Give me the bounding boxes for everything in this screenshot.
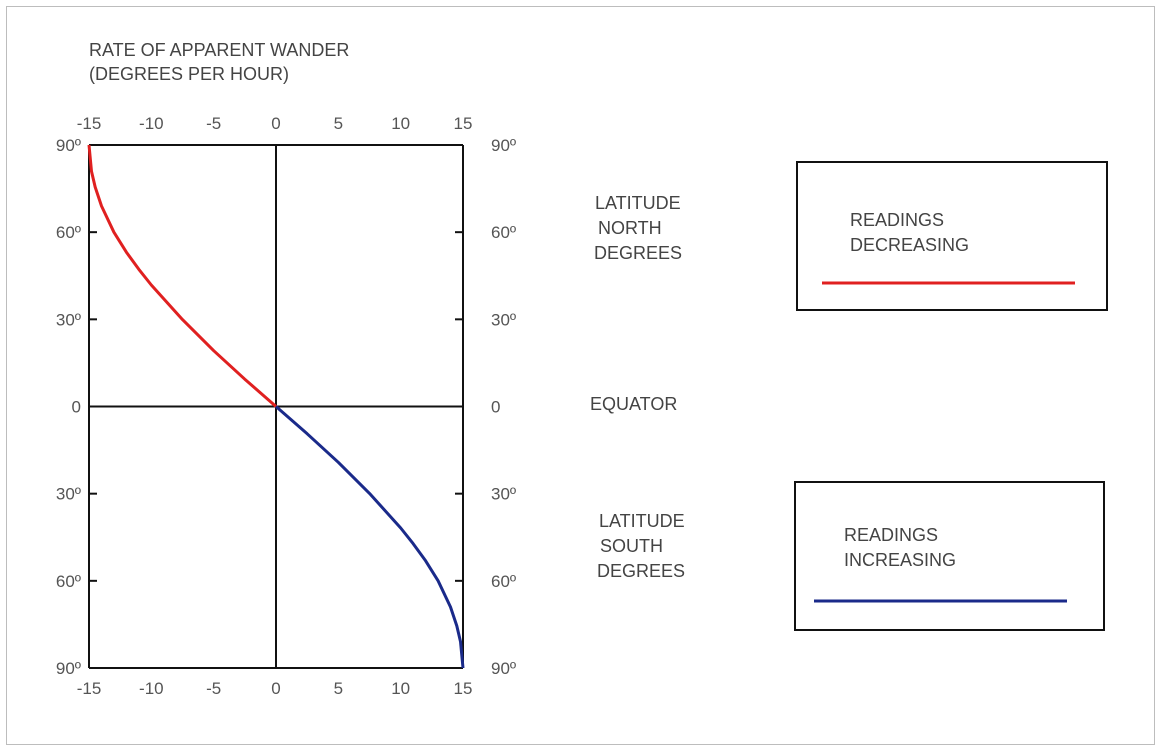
x-tick-label-top: 0 <box>271 114 280 133</box>
y-tick-label-left: 60º <box>56 572 81 591</box>
x-tick-label-bottom: 0 <box>271 679 280 698</box>
legend-label-increasing-line-2: INCREASING <box>844 550 956 570</box>
x-tick-label-top: 5 <box>334 114 343 133</box>
series-line-increasing <box>275 405 465 669</box>
legend-label-decreasing-line-2: DECREASING <box>850 235 969 255</box>
chart-title-line-1: RATE OF APPARENT WANDER <box>89 40 349 60</box>
x-tick-label-bottom: 5 <box>334 679 343 698</box>
legend-decreasing: READINGS DECREASING <box>796 161 1108 311</box>
series-line-decreasing <box>87 144 277 408</box>
outer-border <box>6 6 1155 745</box>
x-tick-label-bottom: -15 <box>77 679 102 698</box>
legend-box-decreasing <box>796 161 1108 311</box>
series <box>87 144 465 669</box>
y-tick-label-right: 60º <box>491 572 516 591</box>
x-tick-label-bottom: -10 <box>139 679 164 698</box>
y-tick-label-right: 90º <box>491 659 516 678</box>
y-tick-label-left: 0 <box>72 398 81 417</box>
side-labels: LATITUDE NORTH DEGREES EQUATOR LATITUDE … <box>590 193 685 581</box>
y-tick-label-left: 90º <box>56 659 81 678</box>
south-label-line-3: DEGREES <box>597 561 685 581</box>
y-tick-label-right: 60º <box>491 223 516 242</box>
x-tick-label-top: 10 <box>391 114 410 133</box>
chart-title-line-2: (DEGREES PER HOUR) <box>89 64 289 84</box>
tick-labels: -15 -15 -10 -10 -5 -5 0 0 5 5 10 10 15 15 90º 90º 60º 60º… <box>56 114 516 698</box>
legend-label-increasing-line-1: READINGS <box>844 525 938 545</box>
y-tick-label-left: 30º <box>56 310 81 329</box>
legend-box-increasing <box>794 481 1105 631</box>
y-tick-label-right: 90º <box>491 136 516 155</box>
y-tick-label-left: 30º <box>56 485 81 504</box>
x-tick-label-bottom: -5 <box>206 679 221 698</box>
x-tick-label-bottom: 10 <box>391 679 410 698</box>
x-tick-label-top: -10 <box>139 114 164 133</box>
y-tick-label-left: 60º <box>56 223 81 242</box>
legend-label-decreasing-line-1: READINGS <box>850 210 944 230</box>
y-tick-label-right: 30º <box>491 485 516 504</box>
y-tick-label-left: 90º <box>56 136 81 155</box>
south-label-line-2: SOUTH <box>600 536 663 556</box>
north-label-line-1: LATITUDE <box>595 193 681 213</box>
north-label-line-3: DEGREES <box>594 243 682 263</box>
legend-increasing: READINGS INCREASING <box>794 481 1105 631</box>
x-tick-label-top: 15 <box>454 114 473 133</box>
x-tick-label-bottom: 15 <box>454 679 473 698</box>
y-tick-label-right: 30º <box>491 310 516 329</box>
x-tick-label-top: -5 <box>206 114 221 133</box>
north-label-line-2: NORTH <box>598 218 662 238</box>
y-tick-label-right: 0 <box>491 398 500 417</box>
south-label-line-1: LATITUDE <box>599 511 685 531</box>
x-tick-label-top: -15 <box>77 114 102 133</box>
equator-label: EQUATOR <box>590 394 677 414</box>
